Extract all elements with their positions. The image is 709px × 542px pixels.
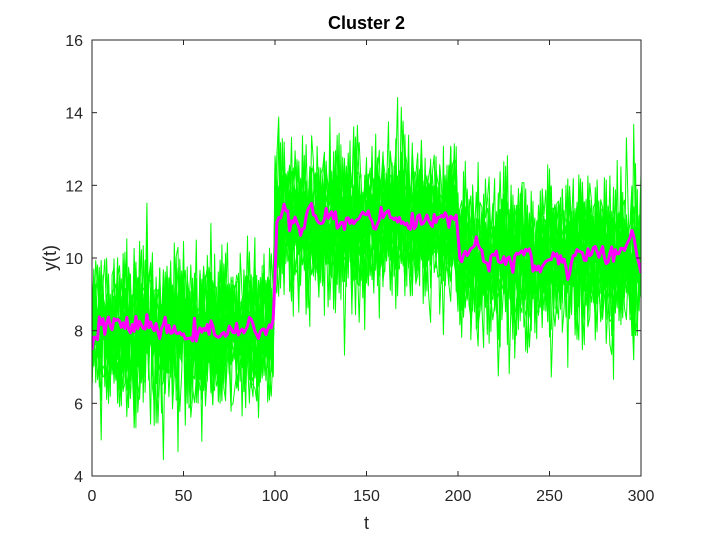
y-axis: 4 6 8 10 12 14 16	[65, 33, 641, 486]
x-tick-label: 300	[628, 488, 655, 505]
x-tick-label: 0	[88, 488, 97, 505]
x-tick-label: 200	[445, 488, 472, 505]
y-tick-label: 4	[74, 469, 83, 486]
member-series-line	[92, 116, 641, 425]
x-axis: 0 50 100 150 200 250 300	[88, 40, 655, 505]
x-tick-label: 50	[175, 488, 193, 505]
x-tick-label: 250	[536, 488, 563, 505]
member-series-line	[92, 141, 641, 398]
y-axis-label: y(t)	[40, 245, 60, 271]
y-tick-label: 8	[74, 324, 83, 341]
chart-title: Cluster 2	[328, 13, 405, 33]
x-tick-label: 100	[262, 488, 289, 505]
member-series-line	[92, 140, 641, 441]
y-tick-label: 10	[65, 251, 83, 268]
y-tick-label: 12	[65, 178, 83, 195]
x-axis-label: t	[364, 513, 369, 533]
centroid-series-group	[92, 202, 641, 351]
y-tick-label: 16	[65, 33, 83, 50]
y-tick-label: 14	[65, 106, 83, 123]
member-series-line	[92, 149, 641, 417]
y-tick-label: 6	[74, 396, 83, 413]
x-tick-label: 150	[353, 488, 380, 505]
centroid-series-line	[92, 202, 641, 351]
